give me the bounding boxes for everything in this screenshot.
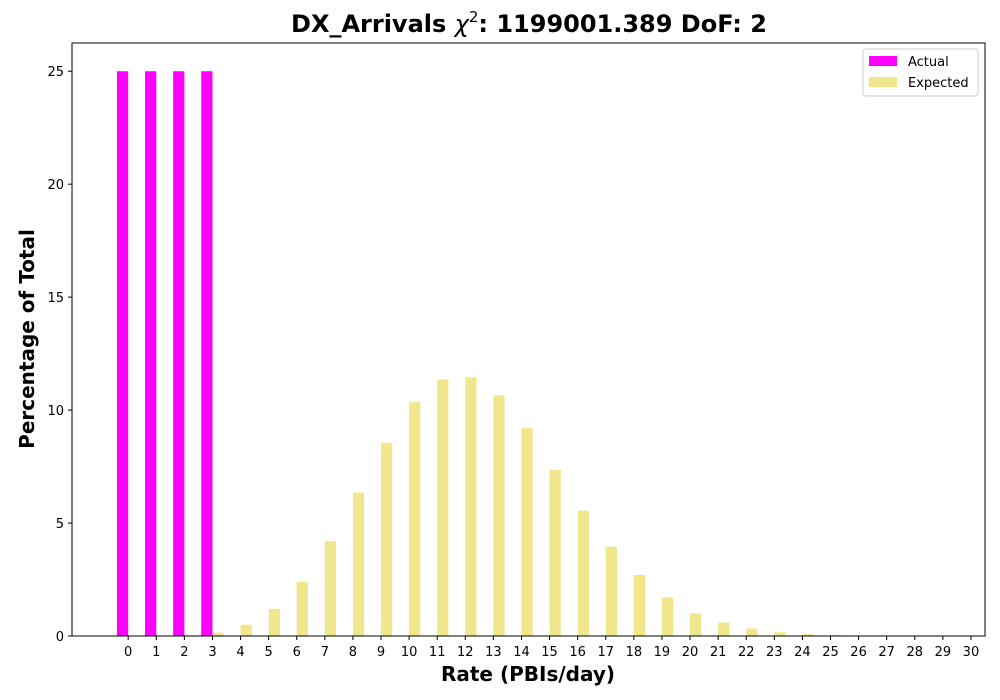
bar-expected-4: [240, 624, 252, 636]
bar-expected-19: [661, 597, 674, 636]
x-tick-label-23: 23: [766, 645, 783, 660]
chart-title-suffix: : 1199001.389 DoF: 2: [478, 10, 767, 38]
y-axis-label: Percentage of Total: [15, 229, 39, 449]
x-tick-label-22: 22: [738, 645, 755, 660]
bar-expected-7: [324, 541, 337, 636]
y-tick-label-20: 20: [47, 178, 64, 193]
x-tick-label-4: 4: [236, 645, 244, 660]
x-tick-label-30: 30: [963, 645, 980, 660]
x-tick-label-1: 1: [152, 645, 160, 660]
x-tick-label-21: 21: [710, 645, 727, 660]
bar-expected-22: [746, 628, 758, 636]
bar-expected-3: [212, 632, 224, 636]
y-tick-label-25: 25: [47, 65, 64, 80]
x-tick-label-5: 5: [265, 645, 273, 660]
plot-frame: [71, 42, 986, 637]
x-tick-label-10: 10: [401, 645, 418, 660]
y-tick-label-5: 5: [56, 517, 64, 532]
bar-expected-24: [802, 634, 814, 636]
x-tick-label-15: 15: [541, 645, 558, 660]
x-tick-label-29: 29: [935, 645, 952, 660]
chart-title-chi: χ: [453, 10, 470, 38]
bar-expected-15: [549, 469, 561, 636]
y-tick-label-10: 10: [47, 404, 64, 419]
plot-area: [116, 71, 898, 636]
bar-expected-20: [690, 613, 702, 636]
x-tick-label-17: 17: [597, 645, 614, 660]
x-tick-label-9: 9: [377, 645, 385, 660]
x-tick-label-13: 13: [485, 645, 502, 660]
legend-swatch-expected: [869, 77, 897, 87]
bar-expected-12: [465, 377, 477, 636]
legend-label-actual: Actual: [908, 55, 949, 70]
bar-expected-5: [268, 608, 280, 636]
x-tick-label-14: 14: [513, 645, 530, 660]
bar-expected-9: [381, 442, 393, 636]
bar-actual-1: [145, 71, 157, 636]
bar-expected-6: [296, 581, 308, 636]
y-tick-label-15: 15: [47, 291, 64, 306]
x-tick-label-7: 7: [321, 645, 329, 660]
bar-expected-18: [633, 575, 646, 636]
x-axis-label: Rate (PBIs/day): [441, 662, 615, 686]
bar-expected-10: [409, 402, 421, 636]
bar-expected-21: [718, 622, 730, 636]
x-tick-label-26: 26: [850, 645, 867, 660]
chart-title: DX_Arrivals χ2: 1199001.389 DoF: 2: [291, 8, 767, 38]
legend-swatch-actual: [869, 56, 897, 66]
bar-expected-16: [577, 510, 589, 636]
chart-title-sup: 2: [469, 8, 479, 26]
bar-expected-8: [352, 492, 365, 636]
x-tick-label-11: 11: [429, 645, 446, 660]
chart-title-prefix: DX_Arrivals: [291, 10, 455, 38]
x-tick-label-25: 25: [822, 645, 839, 660]
bar-expected-11: [437, 379, 449, 636]
x-tick-label-2: 2: [180, 645, 188, 660]
bar-actual-2: [173, 71, 185, 636]
x-tick-label-20: 20: [682, 645, 699, 660]
x-tick-label-0: 0: [124, 645, 132, 660]
x-tick-label-6: 6: [293, 645, 301, 660]
x-tick-label-27: 27: [878, 645, 895, 660]
y-tick-label-0: 0: [56, 630, 64, 645]
bar-expected-17: [605, 546, 617, 636]
x-tick-label-19: 19: [654, 645, 671, 660]
legend: Actual Expected: [862, 48, 979, 97]
x-tick-label-3: 3: [208, 645, 216, 660]
x-tick-label-28: 28: [906, 645, 923, 660]
x-axis: 0 1 2 3 4 5 6 7 8 9 10 11 12 13 14 15 16 17 18 19 20 21 22 23 24…: [124, 636, 979, 660]
bar-expected-23: [774, 632, 786, 636]
legend-label-expected: Expected: [908, 76, 969, 91]
x-tick-label-24: 24: [794, 645, 811, 660]
x-tick-label-12: 12: [457, 645, 474, 660]
x-tick-label-16: 16: [569, 645, 586, 660]
bar-expected-13: [493, 395, 505, 636]
bar-actual-0: [116, 71, 129, 636]
bar-expected-14: [521, 428, 533, 636]
x-tick-label-8: 8: [349, 645, 357, 660]
y-axis: 0 5 10 15 20 25: [47, 65, 72, 645]
bar-actual-3: [201, 71, 213, 636]
x-tick-label-18: 18: [626, 645, 643, 660]
